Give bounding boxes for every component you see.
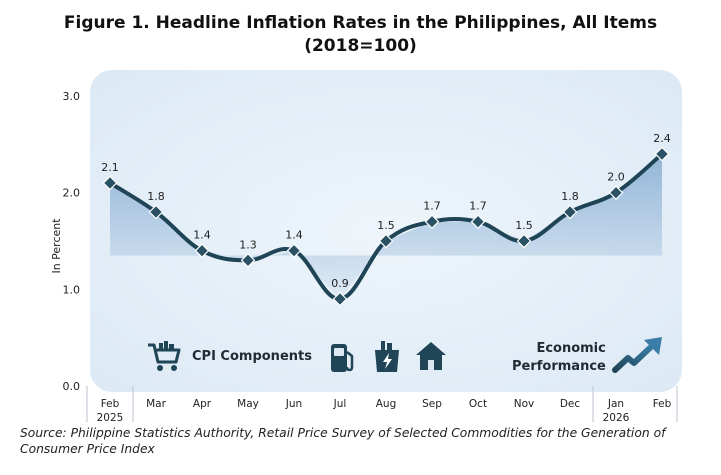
data-label: 1.7 (469, 200, 487, 213)
y-tick-label: 2.0 (63, 187, 81, 200)
data-label: 2.1 (101, 161, 119, 174)
data-point-marker (378, 233, 394, 249)
x-tick-label: 2026 (603, 412, 630, 424)
data-label: 1.4 (193, 229, 211, 242)
data-point-marker (286, 243, 302, 259)
x-tick-label: Dec (560, 398, 581, 410)
economic-performance-line1: Economic (536, 341, 606, 356)
data-point-marker (562, 204, 578, 220)
data-point-marker (654, 146, 670, 162)
x-tick-label: Nov (514, 398, 535, 410)
x-tick-label: Jan (607, 398, 624, 410)
data-point-marker (516, 233, 532, 249)
chart-title: Figure 1. Headline Inflation Rates in th… (0, 12, 721, 58)
x-tick-label: 2025 (97, 412, 124, 424)
data-label: 2.4 (653, 132, 671, 145)
source-label: Source: (20, 426, 67, 440)
data-label: 1.8 (561, 190, 579, 203)
y-tick-label: 3.0 (63, 90, 81, 103)
data-label: 1.5 (515, 219, 533, 232)
data-point-marker (424, 214, 440, 230)
x-tick-label: Feb (101, 398, 120, 410)
y-tick-label: 1.0 (63, 283, 81, 296)
grocery-bag-icon (372, 340, 402, 374)
data-label: 1.3 (239, 238, 257, 251)
chart-title-line2: (2018=100) (304, 36, 417, 56)
data-label: 1.8 (147, 190, 165, 203)
x-tick-label: Jul (333, 398, 347, 410)
cpi-components-label: CPI Components (192, 349, 312, 364)
x-tick-label: Apr (193, 398, 212, 410)
economic-performance-label: Economic Performance (512, 340, 606, 376)
data-point-marker (102, 175, 118, 191)
data-label: 1.4 (285, 229, 303, 242)
shopping-cart-icon (146, 340, 182, 374)
x-tick-label: Feb (653, 398, 672, 410)
y-tick-label: 0.0 (63, 380, 81, 393)
data-label: 1.7 (423, 200, 441, 213)
x-tick-label: Aug (376, 398, 397, 410)
source-note: Source: Philippine Statistics Authority,… (20, 425, 710, 457)
data-label: 0.9 (331, 277, 349, 290)
data-point-marker (240, 252, 256, 268)
x-tick-label: Mar (146, 398, 166, 410)
x-tick-label: Oct (469, 398, 487, 410)
data-point-marker (470, 214, 486, 230)
chart-title-line1: Figure 1. Headline Inflation Rates in th… (63, 13, 658, 33)
data-point-marker (148, 204, 164, 220)
x-tick-label: Sep (422, 398, 442, 410)
economic-performance-line2: Performance (512, 359, 606, 374)
data-label: 2.0 (607, 171, 625, 184)
data-point-marker (194, 243, 210, 259)
x-tick-label: May (237, 398, 259, 410)
trend-up-arrow-icon (612, 334, 666, 374)
y-axis-title: In Percent (50, 218, 63, 274)
source-text: Philippine Statistics Authority, Retail … (20, 426, 666, 456)
fuel-pump-icon (328, 342, 356, 374)
data-point-marker (332, 291, 348, 307)
x-tick-label: Jun (285, 398, 302, 410)
data-point-marker (608, 185, 624, 201)
data-label: 1.5 (377, 219, 395, 232)
house-icon (414, 340, 448, 372)
plot-panel (90, 70, 682, 392)
